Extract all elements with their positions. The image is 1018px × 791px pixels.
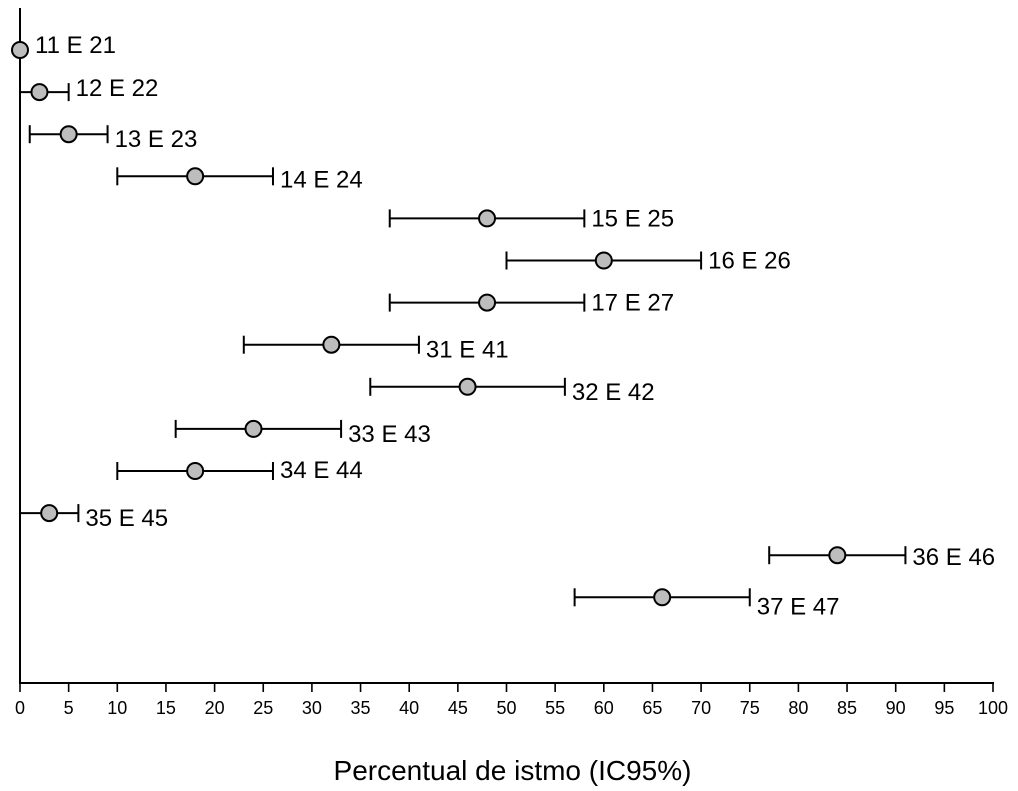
x-tick-label: 25 (253, 698, 273, 718)
point-estimate (594, 251, 613, 270)
x-tick-label: 15 (156, 698, 176, 718)
point-estimate (30, 83, 49, 102)
point-label: 37 E 47 (757, 593, 840, 620)
point-label: 16 E 26 (708, 248, 791, 275)
point-estimate (40, 504, 59, 523)
point-estimate (653, 588, 672, 607)
x-tick-label: 75 (740, 698, 760, 718)
point-label: 13 E 23 (115, 126, 198, 153)
point-label: 36 E 46 (912, 544, 995, 571)
data-row: 13 E 23 (28, 125, 198, 153)
point-estimate (59, 125, 78, 144)
data-row: 16 E 26 (505, 248, 791, 275)
x-axis-title: Percentual de istmo (IC95%) (334, 755, 692, 786)
x-tick-label: 65 (642, 698, 662, 718)
point-label: 31 E 41 (426, 337, 509, 364)
data-row: 36 E 46 (768, 544, 995, 571)
data-row: 31 E 41 (242, 335, 509, 364)
data-row: 17 E 27 (388, 290, 674, 317)
x-tick-label: 85 (837, 698, 857, 718)
x-tick-label: 0 (15, 698, 25, 718)
point-label: 34 E 44 (280, 457, 363, 484)
x-tick-label: 55 (545, 698, 565, 718)
x-tick-label: 70 (691, 698, 711, 718)
point-estimate (186, 167, 205, 186)
data-row: 12 E 22 (19, 75, 159, 102)
point-estimate (244, 419, 263, 438)
x-tick-label: 5 (64, 698, 74, 718)
x-tick-label: 30 (302, 698, 322, 718)
point-label: 11 E 21 (35, 32, 116, 59)
x-tick-label: 100 (978, 698, 1008, 718)
x-tick-label: 35 (351, 698, 371, 718)
point-estimate (11, 41, 29, 59)
data-row: 11 E 21 (11, 32, 116, 59)
x-tick-label: 50 (496, 698, 516, 718)
point-estimate (478, 209, 497, 228)
data-row: 34 E 44 (116, 457, 363, 484)
point-label: 12 E 22 (76, 75, 159, 102)
data-row: 32 E 42 (369, 377, 655, 406)
x-tick-label: 40 (399, 698, 419, 718)
x-tick-label: 45 (448, 698, 468, 718)
x-tick-label: 90 (886, 698, 906, 718)
plot-marks: 11 E 21 12 E 22 13 E 23 14 E 24 15 E 25 16 E … (11, 32, 995, 620)
point-label: 15 E 25 (591, 205, 674, 232)
point-estimate (478, 293, 497, 312)
x-tick-label: 80 (788, 698, 808, 718)
data-row: 37 E 47 (573, 588, 840, 620)
point-estimate (322, 335, 341, 354)
point-label: 33 E 43 (348, 421, 431, 448)
x-tick-label: 10 (107, 698, 127, 718)
data-row: 33 E 43 (174, 419, 431, 448)
data-row: 15 E 25 (388, 205, 674, 232)
x-tick-label: 60 (594, 698, 614, 718)
data-row: 14 E 24 (116, 166, 363, 193)
point-label: 32 E 42 (572, 379, 655, 406)
point-estimate (828, 546, 847, 565)
point-estimate (186, 462, 205, 480)
point-label: 14 E 24 (280, 166, 363, 193)
point-estimate (458, 377, 477, 396)
x-tick-label: 20 (205, 698, 225, 718)
data-row: 35 E 45 (19, 504, 168, 532)
point-label: 17 E 27 (591, 290, 674, 317)
x-ticks: 0 5 10 15 20 25 30 35 40 45 50 55 60 65 70 75 80 85 90 95 10… (15, 683, 1008, 718)
point-label: 35 E 45 (85, 505, 168, 532)
x-tick-label: 95 (934, 698, 954, 718)
